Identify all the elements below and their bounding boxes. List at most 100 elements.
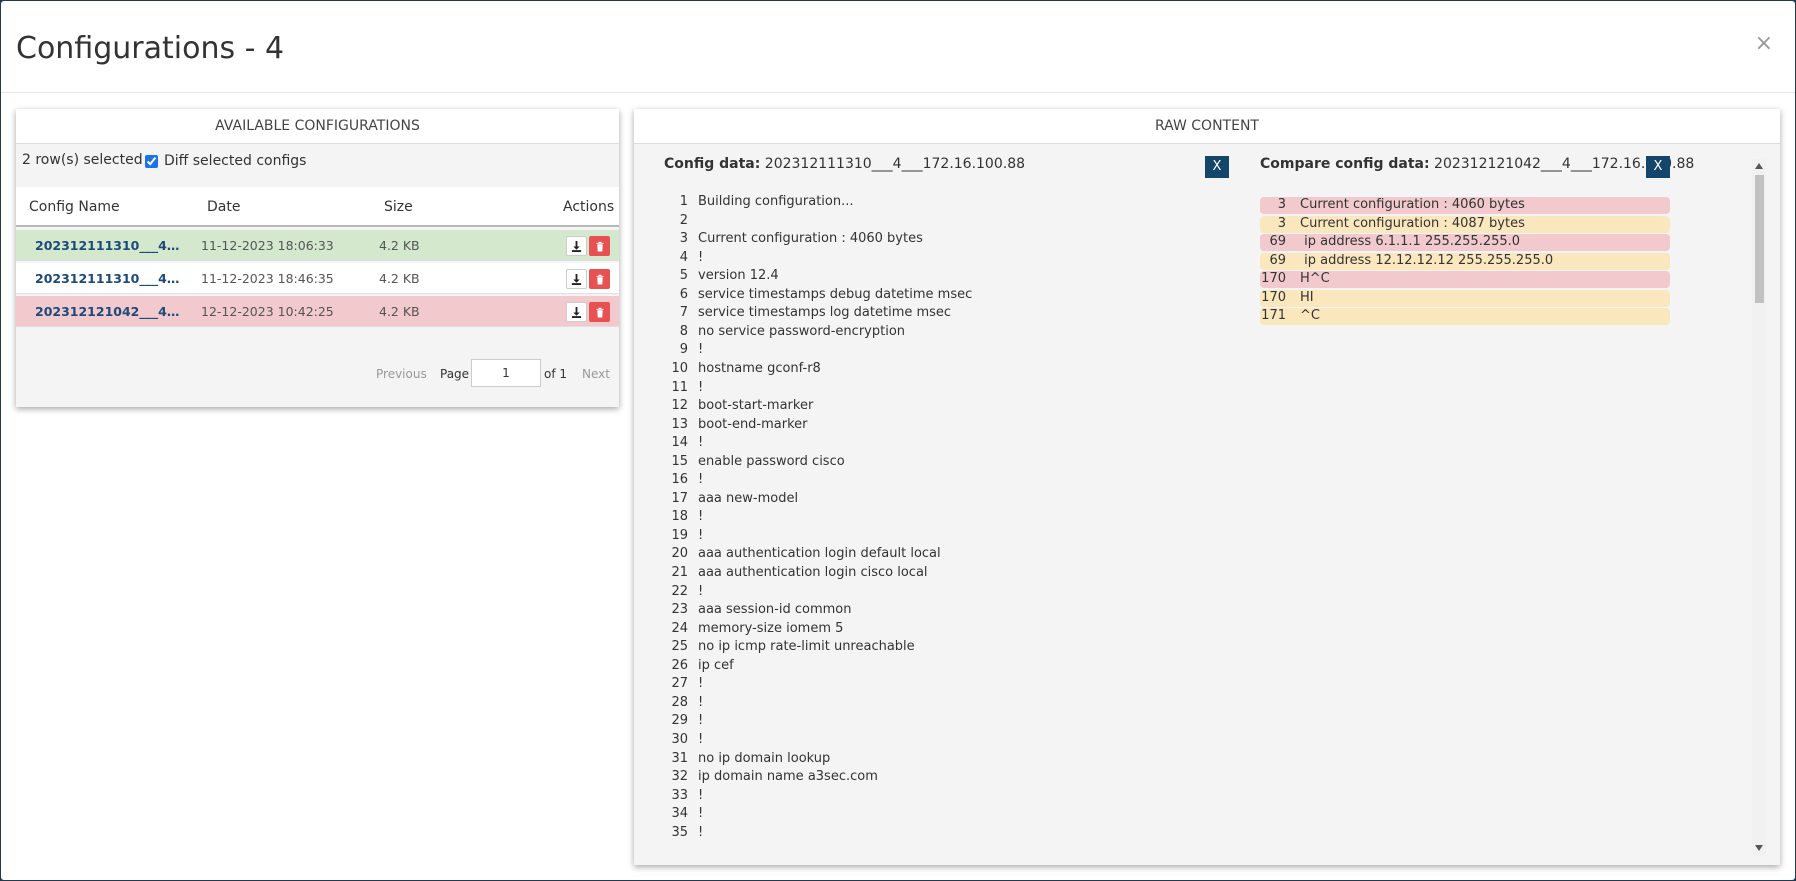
scrollbar[interactable]: [1752, 159, 1766, 856]
line-number: 14: [671, 435, 688, 451]
line-number: 7: [679, 305, 688, 321]
config-line: 16!: [664, 472, 703, 490]
line-number: 3: [679, 231, 688, 247]
diff-line-text: HI: [1300, 289, 1314, 305]
diff-line-added: 69 ip address 12.12.12.12 255.255.255.0: [1260, 252, 1670, 270]
config-size: 4.2 KB: [379, 238, 420, 253]
line-text: service timestamps log datetime msec: [698, 305, 952, 321]
config-name-link[interactable]: 202312111310___4___172.16.100.88: [35, 271, 183, 286]
diff-line-text: Current configuration : 4087 bytes: [1300, 215, 1525, 231]
config-line: 2: [664, 213, 698, 231]
diff-line-removed: 69 ip address 6.1.1.1 255.255.255.0: [1260, 234, 1670, 251]
panel-heading: AVAILABLE CONFIGURATIONS: [16, 109, 619, 144]
config-line: 1 Building configuration...: [664, 194, 854, 212]
trash-icon[interactable]: [589, 236, 610, 256]
config-line: 20 aaa authentication login default local: [664, 546, 941, 564]
line-text: aaa authentication login default local: [698, 546, 941, 562]
config-line: 18!: [664, 509, 703, 527]
line-text: Current configuration : 4060 bytes: [698, 231, 923, 247]
diff-line-number: 171: [1261, 308, 1286, 323]
table-row[interactable]: 202312111310___4___172.16.100.88 11-12-20…: [16, 263, 619, 294]
line-text: memory-size iomem 5: [698, 620, 844, 636]
line-number: 1: [679, 194, 688, 209]
line-number: 25: [671, 639, 688, 655]
config-date: 11-12-2023 18:06:33: [201, 238, 334, 253]
line-text: hostname gconf-r8: [698, 360, 821, 376]
line-number: 20: [671, 546, 688, 562]
line-number: 9: [679, 342, 688, 358]
config-size: 4.2 KB: [379, 271, 420, 286]
config-data-value: 202312111310___4___172.16.100.88: [764, 156, 1026, 172]
line-text: no ip icmp rate-limit unreachable: [698, 639, 915, 655]
diff-checkbox-input[interactable]: [145, 154, 158, 168]
line-text: !: [698, 824, 704, 840]
column-config-name[interactable]: Config Name: [29, 199, 120, 215]
page-number-input[interactable]: [471, 359, 541, 387]
close-icon[interactable]: ×: [1754, 31, 1773, 56]
line-number: 13: [671, 416, 688, 432]
config-line: 27!: [664, 676, 703, 694]
diff-selected-configs-checkbox[interactable]: Diff selected configs: [145, 153, 306, 169]
config-line: 12 boot-start-marker: [664, 398, 813, 416]
line-number: 12: [671, 398, 688, 414]
raw-content-panel: RAW CONTENT Config data: 202312111310___…: [634, 109, 1780, 865]
line-text: no ip domain lookup: [698, 750, 831, 766]
line-number: 32: [671, 769, 688, 785]
line-text: ip domain name a3sec.com: [698, 769, 878, 785]
config-line: 34!: [664, 806, 703, 824]
download-icon[interactable]: [566, 236, 587, 256]
line-text: Building configuration...: [698, 194, 854, 209]
column-actions: Actions: [563, 199, 615, 215]
config-line: 7 service timestamps log datetime msec: [664, 305, 951, 323]
line-text: !: [698, 806, 704, 822]
selection-count: 2 row(s) selected: [22, 152, 143, 168]
config-line: 29!: [664, 713, 703, 731]
config-line: 21 aaa authentication login cisco local: [664, 565, 927, 583]
diff-line-number: 3: [1277, 197, 1286, 212]
line-number: 29: [671, 713, 688, 729]
next-page-button[interactable]: Next: [582, 367, 610, 381]
column-size[interactable]: Size: [384, 199, 413, 215]
config-name-link[interactable]: 202312121042___4___172.16.100.88: [35, 304, 183, 319]
line-text: aaa session-id common: [698, 602, 852, 618]
scroll-down-arrow-icon[interactable]: [1755, 845, 1763, 851]
config-line: 8 no service password-encryption: [664, 324, 905, 342]
config-line: 3 Current configuration : 4060 bytes: [664, 231, 923, 249]
scroll-up-arrow-icon[interactable]: [1755, 163, 1763, 169]
table-row[interactable]: 202312111310___4___172.16.100.88 11-12-20…: [16, 230, 619, 261]
table-row[interactable]: 202312121042___4___172.16.100.88 12-12-20…: [16, 296, 619, 327]
config-line: 28!: [664, 695, 703, 713]
column-date[interactable]: Date: [207, 199, 241, 215]
config-name-link[interactable]: 202312111310___4___172.16.100.88: [35, 238, 183, 253]
trash-icon[interactable]: [589, 269, 610, 289]
download-icon[interactable]: [566, 269, 587, 289]
config-line: 25 no ip icmp rate-limit unreachable: [664, 639, 915, 657]
download-icon[interactable]: [566, 302, 587, 322]
diff-line-number: 3: [1277, 215, 1286, 231]
trash-icon[interactable]: [589, 302, 610, 322]
line-number: 8: [679, 323, 688, 339]
line-number: 24: [671, 620, 688, 636]
config-line: 10 hostname gconf-r8: [664, 360, 821, 379]
config-line: 24 memory-size iomem 5: [664, 621, 843, 639]
close-config-button[interactable]: X: [1205, 156, 1229, 178]
line-text: enable password cisco: [698, 453, 845, 469]
line-number: 15: [671, 453, 688, 469]
config-line: 32 ip domain name a3sec.com: [664, 769, 878, 787]
diff-line-text: Current configuration : 4060 bytes: [1300, 197, 1525, 212]
line-number: 19: [671, 527, 688, 543]
line-number: 31: [671, 750, 688, 766]
previous-page-button[interactable]: Previous: [376, 367, 427, 381]
compare-config-value: 202312121042___4___172.16.100.88: [1434, 156, 1695, 172]
line-number: 6: [679, 286, 688, 302]
config-date: 11-12-2023 18:46:35: [201, 271, 334, 286]
line-number: 26: [671, 657, 688, 673]
diff-line-added: 170 HI: [1260, 289, 1670, 307]
line-text: no service password-encryption: [698, 323, 906, 339]
scroll-thumb[interactable]: [1755, 175, 1764, 303]
line-text: !: [698, 435, 704, 451]
close-compare-button[interactable]: X: [1646, 156, 1670, 178]
line-number: 4: [679, 249, 688, 265]
panel-heading-raw: RAW CONTENT: [634, 109, 1780, 144]
